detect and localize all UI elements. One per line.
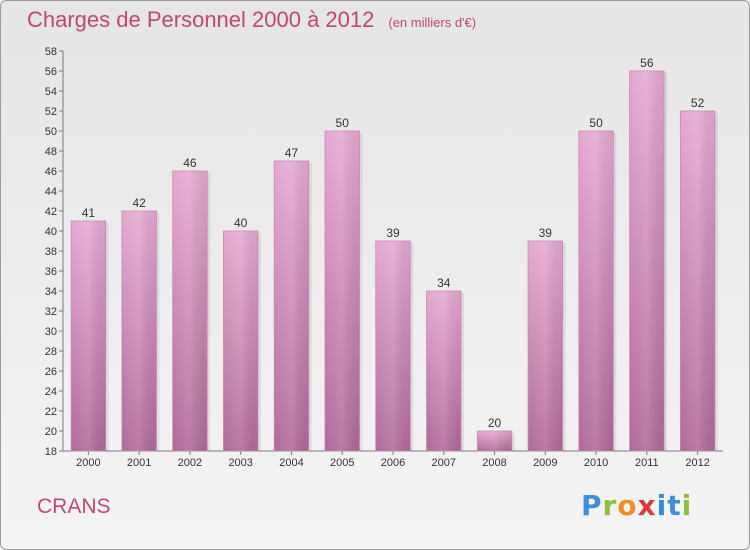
chart-title: Charges de Personnel 2000 à 2012 (en mill… xyxy=(27,7,477,32)
y-tick-label: 40 xyxy=(45,226,57,238)
x-tick-label: 2008 xyxy=(482,457,506,469)
bar-highlight xyxy=(528,241,563,451)
y-tick-label: 20 xyxy=(45,426,57,438)
x-tick-label: 2010 xyxy=(584,457,608,469)
y-tick-label: 56 xyxy=(45,66,57,78)
bar-highlight xyxy=(121,211,157,451)
bar-highlight xyxy=(680,111,715,451)
value-label: 20 xyxy=(488,416,502,430)
value-label: 47 xyxy=(285,146,299,160)
value-label: 50 xyxy=(336,116,350,130)
y-tick-label: 50 xyxy=(45,126,57,138)
y-tick-label: 32 xyxy=(45,306,57,318)
y-tick-label: 46 xyxy=(45,166,57,178)
y-tick-label: 26 xyxy=(45,366,57,378)
x-tick-label: 2004 xyxy=(279,457,303,469)
bar-highlight xyxy=(172,171,208,451)
x-tick-label: 2002 xyxy=(178,457,202,469)
x-tick-label: 2011 xyxy=(635,457,659,469)
bar-highlight xyxy=(477,431,512,451)
bar-highlight xyxy=(578,131,614,451)
value-label: 39 xyxy=(539,226,553,240)
commune-name: CRANS xyxy=(37,495,111,518)
y-axis: 18 20 22 24 26 28 30 32 34 36 38 40 42 44 46 48 50 52 54 56… xyxy=(45,46,64,458)
y-tick-label: 58 xyxy=(45,46,57,58)
y-tick-label: 22 xyxy=(45,406,57,418)
chart-subtitle: (en milliers d'€) xyxy=(388,15,477,30)
value-label: 50 xyxy=(589,116,603,130)
bar-highlight xyxy=(629,71,665,451)
y-tick-label: 38 xyxy=(45,246,57,258)
y-tick-label: 52 xyxy=(45,106,57,118)
bar-highlight xyxy=(223,231,258,451)
x-tick-label: 2012 xyxy=(685,457,709,469)
x-tick-label: 2005 xyxy=(330,457,354,469)
bar-highlight xyxy=(375,241,411,451)
value-label: 52 xyxy=(691,96,705,110)
bar-highlight xyxy=(324,131,360,451)
bar-highlight xyxy=(274,161,309,451)
bar-highlight xyxy=(426,291,462,451)
y-tick-label: 54 xyxy=(45,86,57,98)
y-tick-label: 44 xyxy=(45,186,57,198)
data-labels: 41 42 46 40 47 50 39 34 20 39 50 56 52 xyxy=(82,56,705,430)
proxiti-logo: Proxiti xyxy=(581,489,693,522)
y-tick-label: 28 xyxy=(45,346,57,358)
value-label: 56 xyxy=(640,56,654,70)
value-label: 41 xyxy=(82,206,96,220)
x-tick-label: 2006 xyxy=(381,457,405,469)
value-label: 40 xyxy=(234,216,248,230)
x-tick-label: 2001 xyxy=(127,457,151,469)
y-tick-label: 42 xyxy=(45,206,57,218)
bar-highlight xyxy=(71,221,106,451)
value-label: 46 xyxy=(183,156,197,170)
x-tick-label: 2009 xyxy=(533,457,557,469)
value-label: 42 xyxy=(132,196,146,210)
x-tick-label: 2007 xyxy=(432,457,456,469)
y-tick-label: 34 xyxy=(45,286,57,298)
y-tick-label: 24 xyxy=(45,386,57,398)
value-label: 34 xyxy=(437,276,451,290)
value-label: 39 xyxy=(386,226,400,240)
y-tick-label: 48 xyxy=(45,146,57,158)
bars xyxy=(70,70,718,452)
x-tick-label: 2003 xyxy=(228,457,252,469)
x-tick-label: 2000 xyxy=(76,457,100,469)
x-axis: 2000 2001 2002 2003 2004 2005 2006 2007 2008 2009… xyxy=(63,450,723,469)
y-tick-label: 18 xyxy=(45,446,57,458)
y-tick-label: 30 xyxy=(45,326,57,338)
y-tick-label: 36 xyxy=(45,266,57,278)
